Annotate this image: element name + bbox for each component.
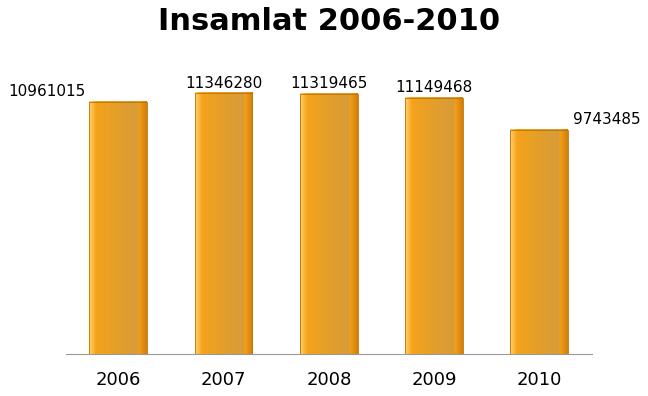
Bar (89, 102, 147, 354)
Text: 11346280: 11346280 (185, 76, 262, 91)
Text: 9743485: 9743485 (573, 112, 640, 128)
Text: 11149468: 11149468 (395, 80, 473, 95)
Bar (194, 93, 253, 354)
Bar (405, 98, 463, 354)
Title: Insamlat 2006-2010: Insamlat 2006-2010 (157, 7, 500, 36)
Text: 11319465: 11319465 (290, 76, 367, 91)
Bar (511, 130, 568, 354)
Bar (300, 94, 358, 354)
Text: 10961015: 10961015 (8, 84, 85, 99)
